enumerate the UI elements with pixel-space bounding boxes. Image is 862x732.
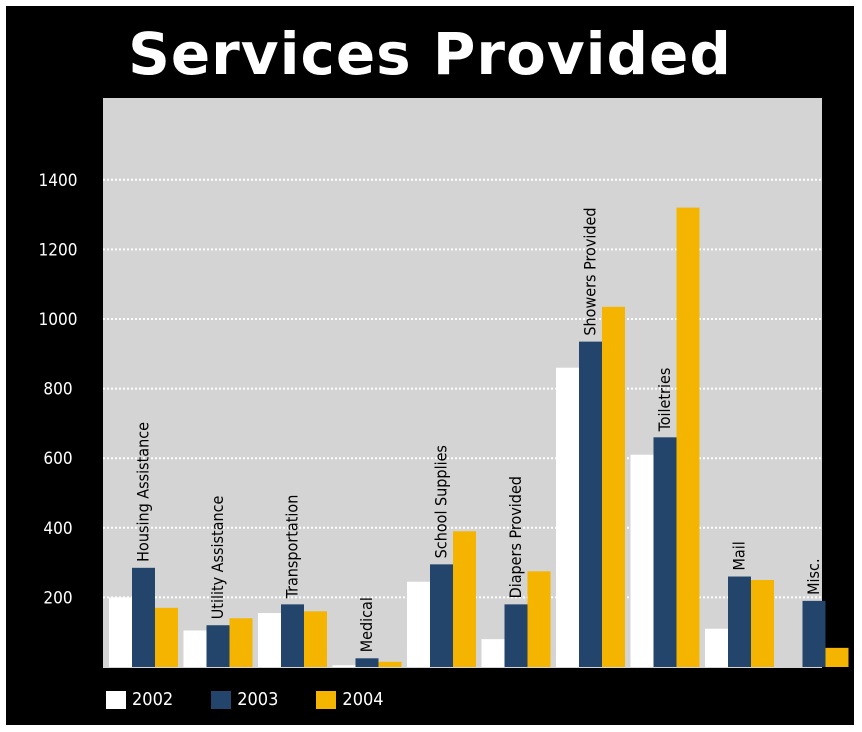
bar bbox=[705, 628, 728, 667]
bar bbox=[728, 576, 751, 667]
bar bbox=[183, 630, 207, 667]
bar bbox=[109, 597, 132, 667]
y-tick-label: 200 bbox=[43, 588, 72, 608]
bar bbox=[453, 531, 476, 667]
category-label: Showers Provided bbox=[581, 208, 600, 336]
bar bbox=[155, 607, 178, 667]
y-tick-label: 400 bbox=[43, 519, 72, 539]
bar bbox=[504, 604, 528, 667]
bar bbox=[602, 306, 625, 667]
category-label: School Supplies bbox=[432, 445, 451, 558]
category-label: Medical bbox=[357, 597, 376, 652]
bar bbox=[229, 618, 253, 667]
legend-item: 2003 bbox=[211, 689, 278, 710]
category-label: Transportation bbox=[283, 495, 302, 600]
y-tick-label: 1000 bbox=[39, 310, 78, 330]
legend-item: 2002 bbox=[106, 689, 173, 710]
bar bbox=[281, 604, 304, 667]
bar bbox=[481, 639, 505, 667]
bar bbox=[132, 567, 155, 667]
bar bbox=[430, 564, 453, 667]
legend-label: 2003 bbox=[237, 689, 279, 710]
bar bbox=[206, 625, 230, 667]
bar bbox=[258, 613, 281, 667]
category-label: Diapers Provided bbox=[506, 476, 525, 598]
chart-frame: Services Provided 200 400 600 800 1000 1200 14… bbox=[6, 6, 854, 725]
category-label: Utility Assistance bbox=[208, 495, 227, 619]
bar bbox=[825, 647, 849, 667]
y-tick-label: 800 bbox=[43, 380, 72, 400]
bar bbox=[332, 665, 356, 667]
bar bbox=[579, 341, 602, 667]
category-label: Toiletries bbox=[655, 368, 674, 433]
bar bbox=[304, 611, 327, 667]
legend-item: 2004 bbox=[316, 689, 384, 710]
bar bbox=[751, 580, 774, 667]
legend-swatch bbox=[316, 690, 337, 709]
bar bbox=[407, 581, 430, 667]
legend: 2002 2003 2004 bbox=[106, 689, 384, 710]
bar bbox=[653, 437, 677, 667]
bar bbox=[527, 571, 551, 667]
legend-label: 2004 bbox=[342, 689, 384, 710]
chart-title: Services Provided bbox=[128, 20, 732, 88]
y-tick-label: 1400 bbox=[39, 171, 78, 191]
legend-swatch bbox=[106, 690, 126, 709]
bar bbox=[378, 661, 402, 667]
legend-swatch bbox=[211, 690, 232, 709]
legend-label: 2002 bbox=[132, 689, 174, 710]
category-label: Misc. bbox=[804, 558, 823, 594]
bar bbox=[676, 207, 700, 667]
bar bbox=[802, 600, 826, 667]
category-label: Mail bbox=[730, 541, 749, 570]
bar-chart: 200 400 600 800 1000 1200 1400 Housing Assista… bbox=[39, 98, 849, 668]
category-label: Housing Assistance bbox=[134, 422, 153, 562]
bar bbox=[630, 454, 654, 667]
y-tick-label: 1200 bbox=[39, 240, 78, 260]
y-tick-label: 600 bbox=[43, 449, 72, 469]
bar bbox=[556, 367, 579, 667]
bar bbox=[355, 658, 379, 667]
